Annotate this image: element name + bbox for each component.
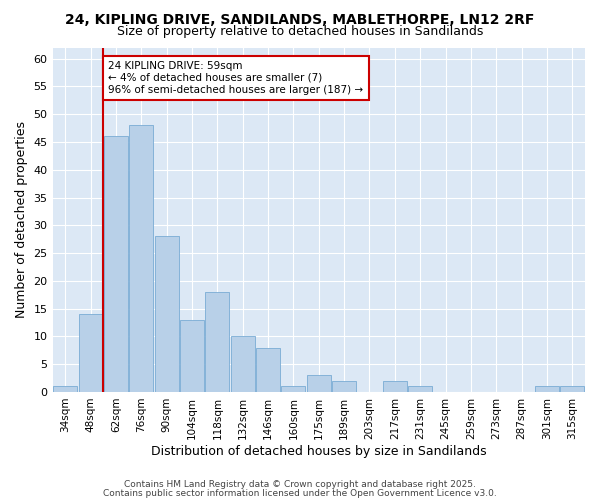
Bar — [535, 386, 559, 392]
Text: 24, KIPLING DRIVE, SANDILANDS, MABLETHORPE, LN12 2RF: 24, KIPLING DRIVE, SANDILANDS, MABLETHOR… — [65, 12, 535, 26]
Text: Size of property relative to detached houses in Sandilands: Size of property relative to detached ho… — [117, 25, 483, 38]
Text: 24 KIPLING DRIVE: 59sqm
← 4% of detached houses are smaller (7)
96% of semi-deta: 24 KIPLING DRIVE: 59sqm ← 4% of detached… — [109, 62, 364, 94]
Bar — [155, 236, 179, 392]
Bar — [104, 136, 128, 392]
Text: Contains HM Land Registry data © Crown copyright and database right 2025.: Contains HM Land Registry data © Crown c… — [124, 480, 476, 489]
Bar — [180, 320, 204, 392]
Bar — [53, 386, 77, 392]
Bar — [79, 314, 103, 392]
Bar — [408, 386, 432, 392]
Bar — [560, 386, 584, 392]
Bar — [129, 126, 154, 392]
Y-axis label: Number of detached properties: Number of detached properties — [15, 121, 28, 318]
Bar — [230, 336, 255, 392]
Bar — [281, 386, 305, 392]
Bar — [332, 381, 356, 392]
Text: Contains public sector information licensed under the Open Government Licence v3: Contains public sector information licen… — [103, 488, 497, 498]
Bar — [205, 292, 229, 392]
X-axis label: Distribution of detached houses by size in Sandilands: Distribution of detached houses by size … — [151, 444, 487, 458]
Bar — [383, 381, 407, 392]
Bar — [256, 348, 280, 392]
Bar — [307, 376, 331, 392]
